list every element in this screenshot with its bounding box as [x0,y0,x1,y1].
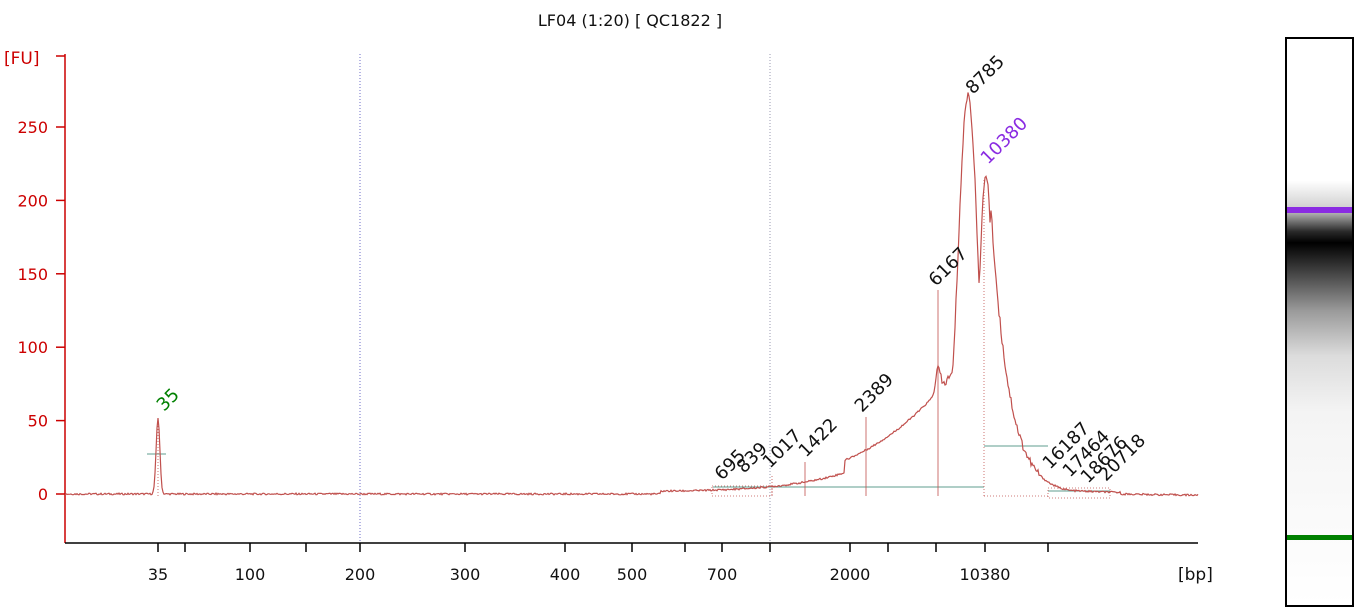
peak-drop-lines [157,180,1048,497]
x-tick-label: 2000 [830,565,871,584]
x-tick-label: 200 [345,565,376,584]
chart-title: LF04 (1:20) [ QC1822 ] [538,11,722,30]
y-tick-label: 250 [17,118,48,137]
peak-label-8785: 8785 [962,51,1009,98]
x-tick-label: 400 [550,565,581,584]
gel-lane-smear [1287,39,1352,605]
gel-band-upper-marker [1287,207,1352,213]
x-ticks: 35 100 200 300 400 500 700 2000 10380 [148,543,1049,584]
peak-label-2389: 2389 [851,369,898,416]
y-axis-label: [FU] [4,49,40,69]
peak-label-35: 35 [153,384,184,415]
peak-label-6167: 6167 [925,243,972,290]
region-lines [147,445,1111,499]
x-tick-label: 700 [707,565,738,584]
x-tick-label: 300 [450,565,481,584]
x-tick-label: 100 [235,565,266,584]
x-tick-label: 500 [617,565,648,584]
y-tick-label: 150 [17,265,48,284]
x-tick-label: 35 [148,565,168,584]
y-tick-label: 50 [28,412,48,431]
x-tick-label: 10380 [960,565,1011,584]
peak-labels: 3569583910171422238961678785103801618717… [153,51,1150,487]
y-tick-label: 100 [17,338,48,357]
y-tick-label: 200 [17,191,48,210]
region-box-tail [1047,487,1111,499]
gel-band-lower-marker [1287,535,1352,540]
gel-lane [1285,37,1354,607]
peak-label-10380: 10380 [977,113,1032,168]
electropherogram-trace [64,92,1199,497]
y-tick-label: 0 [38,485,48,504]
x-axis-label: [bp] [1178,565,1213,585]
y-ticks: 0 50 100 150 200 250 [17,118,65,504]
